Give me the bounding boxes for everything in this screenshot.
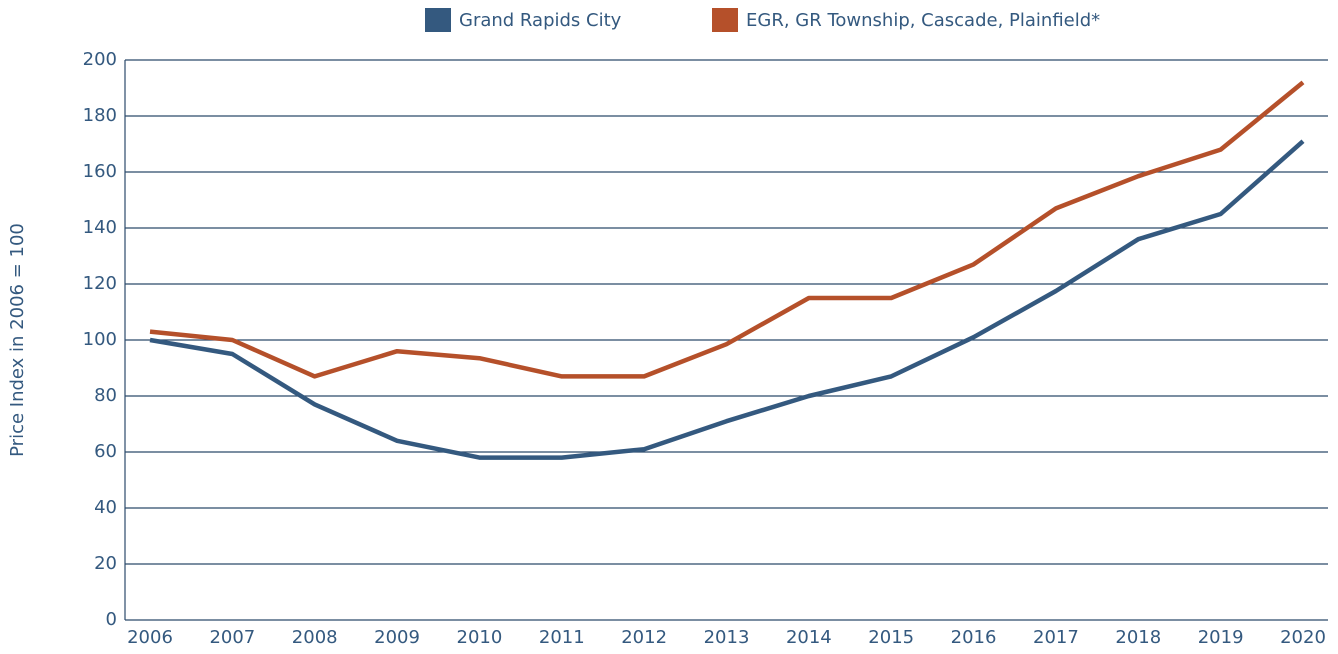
x-tick-label: 2013	[704, 627, 750, 648]
x-tick-label: 2007	[209, 627, 255, 648]
y-tick-label: 80	[94, 385, 117, 406]
series-line	[149, 80, 1305, 379]
x-tick-label: 2014	[786, 627, 832, 648]
y-tick-label: 60	[94, 441, 117, 462]
y-tick-label: 200	[83, 49, 117, 70]
x-tick-label: 2020	[1280, 627, 1326, 648]
x-tick-label: 2010	[457, 627, 503, 648]
y-tick-label: 160	[83, 161, 117, 182]
x-tick-label: 2006	[127, 627, 173, 648]
x-tick-label: 2018	[1115, 627, 1161, 648]
y-tick-label: 180	[83, 105, 117, 126]
y-tick-label: 120	[83, 273, 117, 294]
x-tick-label: 2019	[1198, 627, 1244, 648]
y-tick-label: 100	[83, 329, 117, 350]
x-tick-label: 2011	[539, 627, 585, 648]
x-tick-label: 2009	[374, 627, 420, 648]
x-tick-label: 2012	[621, 627, 667, 648]
x-tick-label: 2016	[951, 627, 997, 648]
x-tick-label: 2008	[292, 627, 338, 648]
y-tick-label: 20	[94, 553, 117, 574]
y-tick-label: 40	[94, 497, 117, 518]
legend-swatch	[712, 8, 738, 32]
x-tick-label: 2017	[1033, 627, 1079, 648]
y-tick-label: 0	[106, 609, 117, 630]
x-tick-label: 2015	[868, 627, 914, 648]
series-line	[149, 139, 1305, 460]
y-tick-label: 140	[83, 217, 117, 238]
y-axis-label: Price Index in 2006 = 100	[7, 223, 28, 457]
legend-label: EGR, GR Township, Cascade, Plainfield*	[746, 10, 1100, 31]
legend-swatch	[425, 8, 451, 32]
legend-label: Grand Rapids City	[459, 10, 622, 31]
